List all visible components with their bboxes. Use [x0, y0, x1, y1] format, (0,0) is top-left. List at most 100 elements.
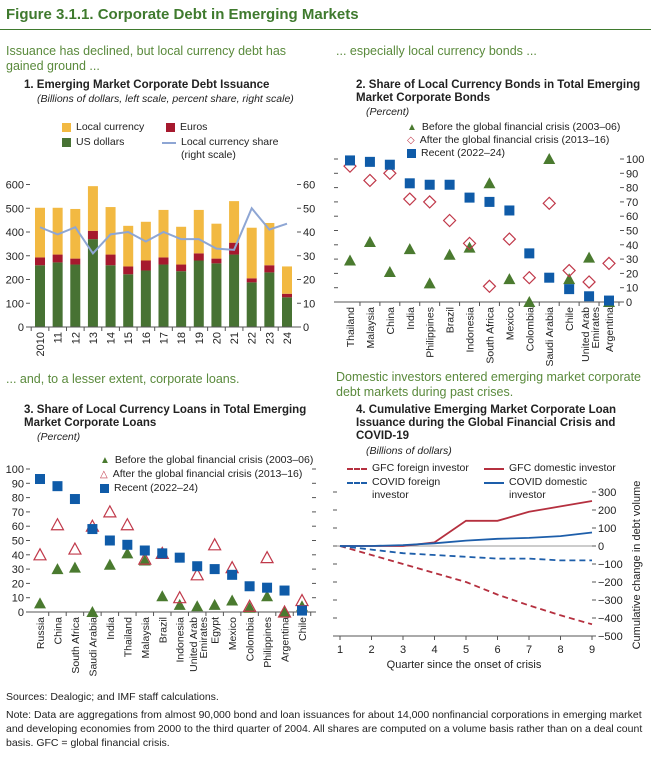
legend-line [484, 482, 504, 484]
x-tick-label: Colombia [245, 617, 257, 662]
bar-local-currency [176, 226, 187, 265]
x-tick-label: Emirates [590, 307, 602, 348]
marker-before-gfc [121, 547, 134, 559]
marker-recent [209, 564, 220, 575]
y-tick-label-right: 50 [303, 203, 315, 215]
line-covid-domestic-investor [340, 531, 593, 547]
legend-label-line1: COVID foreign [372, 476, 441, 488]
y-tick-label: 10 [12, 593, 24, 605]
marker-before-gfc [191, 600, 204, 612]
y-tick-label: 90 [12, 478, 24, 490]
y-tick-label: 90 [626, 168, 638, 180]
y-tick-label: 0 [626, 297, 632, 309]
x-tick-label: 22 [247, 332, 259, 344]
marker-before-gfc [156, 590, 169, 602]
marker-before-gfc [563, 273, 576, 285]
marker-recent [524, 248, 535, 259]
y-tick-label: 300 [598, 487, 616, 499]
legend-label-line2: investor [509, 489, 546, 501]
legend-label-line2: investor [372, 489, 409, 501]
bar-us-dollars [140, 270, 151, 327]
marker-recent [69, 494, 80, 505]
bar-euros [158, 257, 169, 265]
x-tick-label: Saudi Arabia [544, 307, 556, 367]
bar-euros [123, 266, 134, 275]
legend-before-gfc: ▲ Before the global financial crisis (200… [407, 121, 620, 134]
bar-euros [246, 278, 257, 283]
marker-before-gfc [68, 561, 81, 573]
y-tick-label-left: 200 [6, 275, 24, 287]
legend-line [347, 468, 367, 470]
legend-gfc-domestic: GFC domestic investor [484, 462, 616, 475]
section-header-top-right: ... especially local currency bonds ... [336, 44, 537, 58]
marker-after-gfc [562, 263, 577, 278]
x-tick-label: China [52, 617, 64, 645]
x-tick-label: 15 [123, 332, 135, 344]
legend-label-line2: (right scale) [181, 149, 236, 161]
x-axis-label: Quarter since the onset of crisis [387, 659, 542, 671]
legend-label: Local currency [76, 121, 145, 133]
y-tick-label: 80 [626, 183, 638, 195]
x-tick-label: 17 [159, 332, 171, 344]
panel1-title: 1. Emerging Market Corporate Debt Issuan… [24, 79, 270, 91]
x-tick-label: 2010 [35, 332, 47, 356]
bar-us-dollars [176, 271, 187, 327]
section-header-bottom-right: Domestic investors entered emerging mark… [336, 370, 641, 399]
x-tick-label: Chile [297, 617, 309, 641]
x-tick-label: 16 [141, 332, 153, 344]
marker-recent [139, 545, 150, 556]
y-tick-label-right: 20 [303, 275, 315, 287]
marker-recent [444, 179, 455, 190]
bar-us-dollars [158, 264, 169, 327]
x-tick-label: 18 [176, 332, 188, 344]
marker-after-gfc [207, 537, 222, 551]
y-tick-label-right: 10 [303, 298, 315, 310]
x-tick-label: 8 [557, 644, 563, 656]
y-tick-label-right: 0 [303, 322, 309, 334]
marker-before-gfc [173, 598, 186, 610]
marker-recent [52, 481, 63, 492]
x-tick-label: 11 [53, 332, 65, 343]
bar-local-currency [282, 266, 292, 294]
bar-euros [211, 258, 222, 264]
bar-local-currency [211, 223, 222, 259]
marker-after-gfc [102, 504, 117, 518]
marker-before-gfc [463, 241, 476, 253]
bar-us-dollars [52, 262, 63, 327]
marker-recent [279, 585, 290, 596]
marker-before-gfc [86, 606, 99, 617]
x-tick-label: Indonesia [175, 617, 187, 663]
section-header-top-left: Issuance has declined, but local currenc… [6, 44, 287, 73]
legend-label: GFC domestic investor [509, 462, 616, 474]
line-covid-foreign-investor [339, 545, 592, 562]
marker-recent [192, 561, 203, 572]
legend-covid-foreign: COVID foreign investor [347, 476, 440, 502]
marker-recent [484, 196, 495, 207]
marker-after-gfc [382, 166, 397, 181]
triangle-icon: ▲ [100, 455, 110, 466]
marker-recent [227, 569, 238, 580]
x-tick-label: Mexico [227, 617, 239, 650]
marker-before-gfc [423, 277, 436, 289]
bar-local-currency [158, 209, 169, 258]
lc-share-line [39, 206, 288, 255]
marker-before-gfc [103, 558, 116, 570]
bar-us-dollars [193, 260, 204, 327]
y-tick-label-right: 40 [303, 227, 315, 239]
x-tick-label: Saudi Arabia [87, 617, 99, 677]
legend-local-currency: Local currency [62, 121, 144, 134]
marker-after-gfc [294, 593, 310, 607]
marker-after-gfc [602, 256, 616, 271]
marker-before-gfc [403, 243, 416, 255]
y-tick-label: 70 [626, 197, 638, 209]
x-tick-label: India [405, 307, 417, 330]
legend-label: Recent (2022–24) [421, 147, 506, 159]
bar-euros [193, 253, 204, 261]
x-tick-label: 19 [194, 332, 206, 344]
marker-before-gfc [226, 594, 239, 606]
legend-us-dollars: US dollars [62, 136, 124, 149]
marker-after-gfc [190, 567, 205, 581]
marker-before-gfc [523, 296, 536, 307]
marker-recent [297, 605, 307, 616]
